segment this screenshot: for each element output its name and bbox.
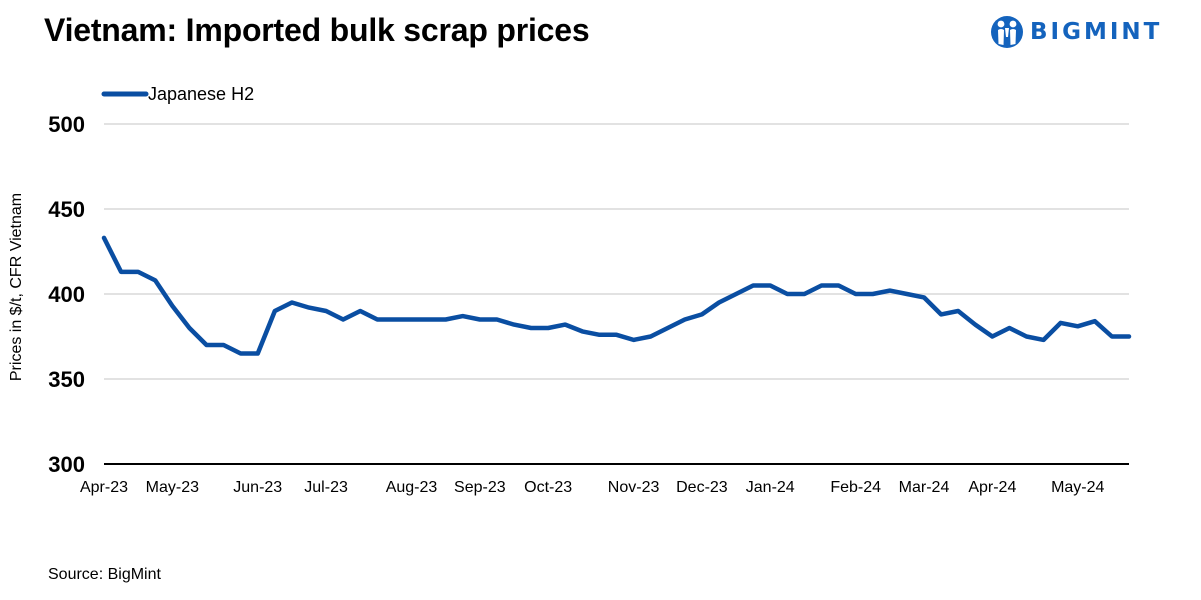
x-tick-label: Apr-24 (968, 479, 1016, 496)
series-line-japanese-h2 (101, 235, 1132, 356)
x-tick-label: Oct-23 (524, 479, 572, 496)
x-tick-label: Dec-23 (676, 479, 728, 496)
x-tick-label: Sep-23 (454, 479, 506, 496)
x-axis-ticks: Apr-23 May-23 Jun-23 Jul-23 Aug-23 Sep-23 Oct-… (80, 479, 1105, 496)
y-tick-label: 300 (48, 452, 85, 477)
chart-title: Vietnam: Imported bulk scrap prices (44, 12, 590, 48)
x-tick-label: May-23 (146, 479, 199, 496)
x-tick-label: Jan-24 (746, 479, 795, 496)
source-note: Source: BigMint (48, 566, 161, 583)
x-tick-label: Aug-23 (386, 479, 438, 496)
x-tick-label: Feb-24 (830, 479, 881, 496)
gridlines (104, 123, 1129, 380)
y-tick-label: 400 (48, 282, 85, 307)
y-tick-label: 500 (48, 112, 85, 137)
logo-text: BIGMINT (1030, 19, 1163, 45)
y-axis-ticks: 300 350 400 450 500 (48, 112, 85, 477)
x-tick-label: Jun-23 (233, 479, 282, 496)
bigmint-logo-icon (991, 16, 1023, 48)
x-tick-label: Mar-24 (899, 479, 950, 496)
x-tick-label: Jul-23 (304, 479, 348, 496)
x-tick-label: Apr-23 (80, 479, 128, 496)
y-tick-label: 450 (48, 197, 85, 222)
bigmint-logo: BIGMINT (990, 12, 1162, 52)
y-axis-label: Prices in $/t, CFR Vietnam (8, 193, 25, 381)
legend-label-japanese-h2: Japanese H2 (148, 84, 254, 104)
legend: Japanese H2 (101, 84, 254, 104)
x-tick-label: May-24 (1051, 479, 1104, 496)
x-tick-label: Nov-23 (608, 479, 660, 496)
y-tick-label: 350 (48, 367, 85, 392)
